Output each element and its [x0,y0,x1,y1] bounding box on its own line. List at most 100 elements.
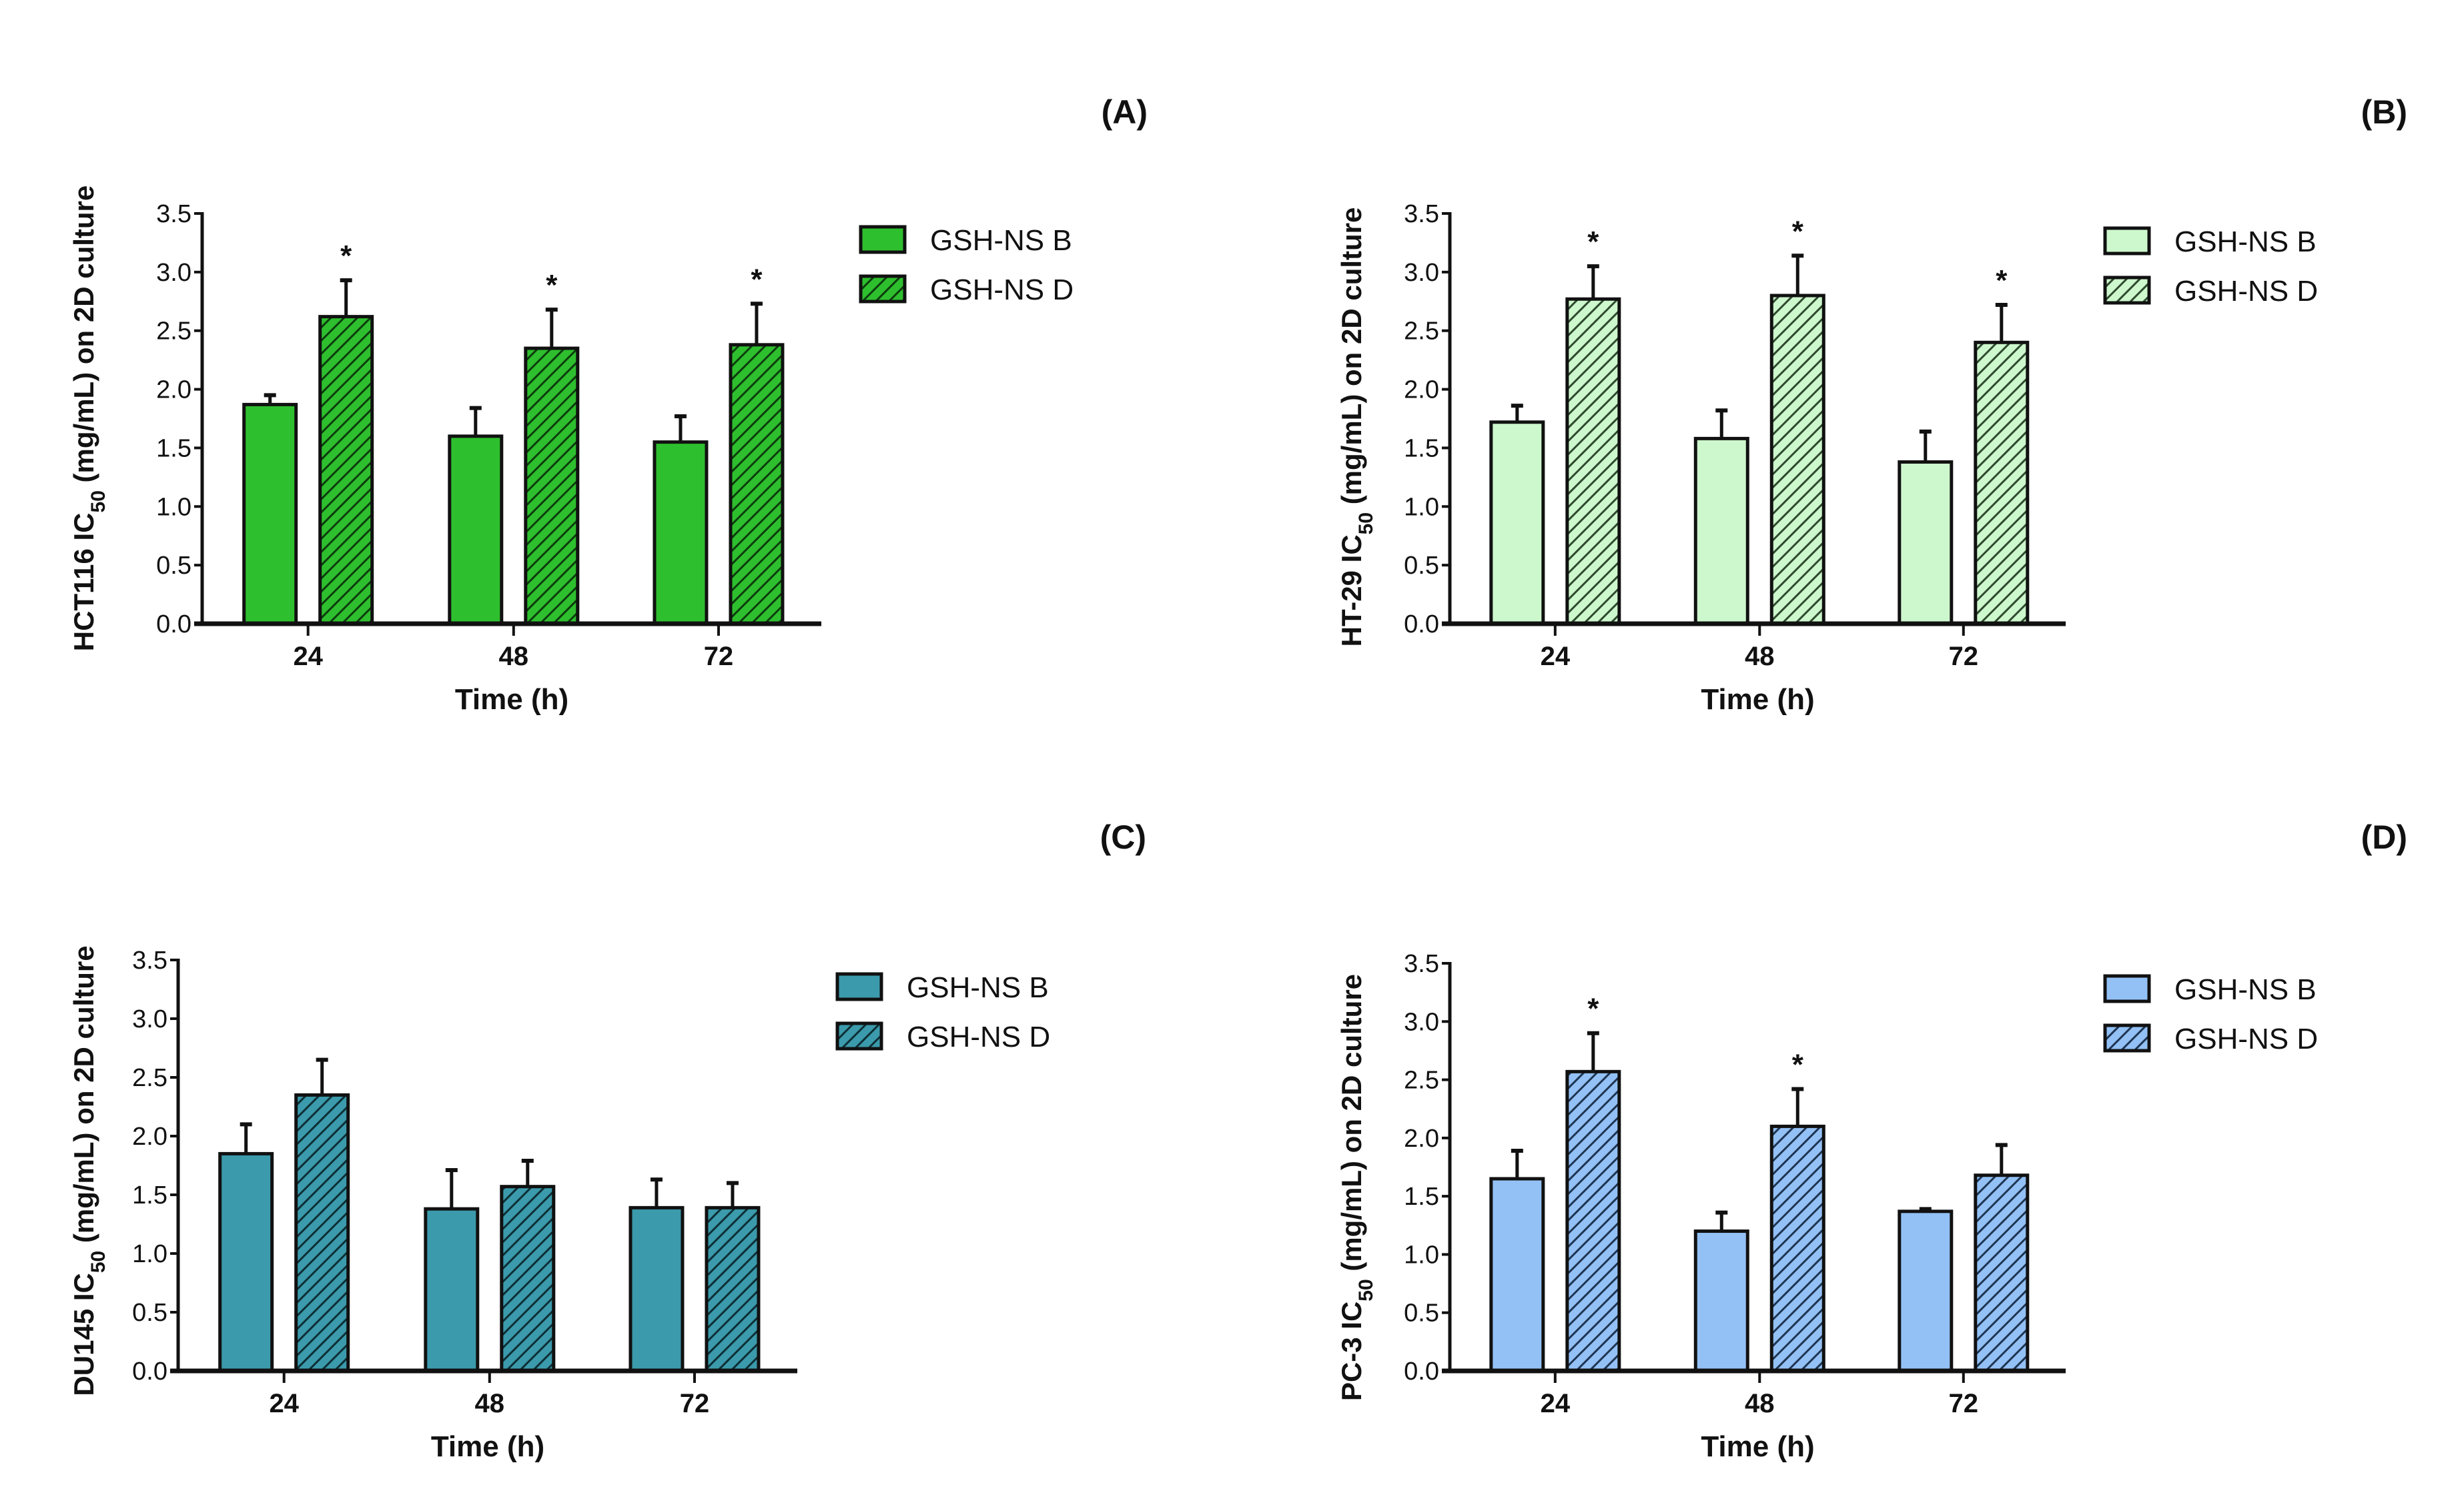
y-axis-label: DU145 IC50 (mg/mL) on 2D culture [68,945,109,1396]
legend-label: GSH-NS D [907,1021,1050,1053]
y-tick-label: 0.5 [132,1299,167,1327]
y-axis-label-prefix: DU145 IC [68,1273,99,1396]
y-axis-label-prefix: HT-29 IC [1336,534,1367,646]
chart-panel-a: (A) * * * 0.0 0.5 1.0 1.5 2.0 2.5 3.0 3.5 24 48 72 Time… [68,93,1148,716]
y-tick-label: 1.5 [156,434,191,462]
y-tick-label: 0.5 [156,552,191,580]
x-tick-label: 24 [1541,642,1571,671]
legend-label: GSH-NS B [2174,225,2317,258]
significance-star: * [340,239,352,272]
y-tick-label: 2.0 [132,1123,167,1151]
legend-swatch [835,1021,883,1051]
y-axis-label-suffix: (mg/mL) on 2D culture [68,185,99,490]
x-axis-label: Time (h) [1701,683,1814,716]
x-axis-label: Time (h) [455,683,568,716]
y-tick-label: 1.5 [1404,434,1439,462]
x-tick-label: 72 [1949,1389,1979,1418]
legend-swatch [2103,1023,2151,1053]
x-tick-label: 24 [1541,1389,1571,1418]
y-axis-label: HT-29 IC50 (mg/mL) on 2D culture [1336,207,1377,647]
bar-gsh-ns-b-72 [1898,460,1954,626]
y-tick-label: 3.0 [156,259,191,287]
bar-gsh-ns-b-48 [448,434,504,626]
legend-swatch [859,274,907,304]
y-axis-label: HCT116 IC50 (mg/mL) on 2D culture [68,185,109,651]
y-tick-label: 2.5 [1404,1067,1439,1095]
x-tick-label: 24 [293,642,323,671]
y-tick-label: 1.0 [132,1240,167,1268]
y-tick-label: 1.0 [156,493,191,521]
y-tick-label: 3.5 [1404,950,1439,978]
legend-swatch [835,972,883,1001]
legend-swatch [2103,226,2151,256]
legend-label: GSH-NS B [907,971,1049,1004]
bar-gsh-ns-d-24 [1565,297,1621,626]
x-tick-label: 72 [1949,642,1979,671]
y-axis-label: PC-3 IC50 (mg/mL) on 2D culture [1336,974,1377,1401]
y-tick-label: 0.0 [156,610,191,638]
y-tick-label: 0.0 [1404,610,1439,638]
bar-gsh-ns-d-24 [1565,1069,1621,1373]
y-axis-label-suffix: (mg/mL) on 2D culture [68,945,99,1250]
y-tick-label: 3.5 [156,200,191,228]
bar-gsh-ns-b-24 [1489,420,1545,626]
y-tick-label: 1.5 [1404,1183,1439,1211]
x-tick-label: 48 [1745,642,1775,671]
y-tick-label: 2.5 [1404,318,1439,346]
y-tick-label: 1.5 [132,1181,167,1209]
bar-gsh-ns-d-48 [500,1185,556,1373]
bar-gsh-ns-b-48 [424,1207,480,1373]
y-axis-label-prefix: HCT116 IC [68,512,99,651]
legend-swatch [2103,276,2151,305]
y-axis-label-subscript: 50 [87,1251,109,1273]
bar-gsh-ns-d-24 [318,315,374,626]
bar-gsh-ns-d-72 [705,1205,761,1373]
legend-label: GSH-NS D [930,274,1074,306]
y-tick-label: 1.0 [1404,493,1439,521]
y-axis-label-suffix: (mg/mL) on 2D culture [1336,207,1367,512]
legend-label: GSH-NS B [2174,973,2317,1006]
bar-gsh-ns-b-48 [1693,436,1749,626]
x-axis-label: Time (h) [1701,1430,1814,1463]
legend-label: GSH-NS B [930,224,1072,257]
bar-gsh-ns-b-72 [629,1205,685,1373]
bar-gsh-ns-d-48 [1769,294,1825,626]
x-tick-label: 48 [1745,1389,1775,1418]
bar-gsh-ns-b-24 [1489,1177,1545,1373]
bar-gsh-ns-d-72 [1974,1173,2030,1373]
y-axis-label-subscript: 50 [1355,512,1377,534]
x-tick-label: 72 [680,1389,710,1418]
chart-panel-d: (D) * * 0.0 0.5 1.0 1.5 2.0 2.5 3.0 3.5 24 48 72 Time … [1336,819,2407,1463]
bar-gsh-ns-d-72 [729,343,785,626]
y-tick-label: 2.5 [156,318,191,346]
y-tick-label: 3.5 [1404,200,1439,228]
legend: GSH-NS B GSH-NS D [2103,225,2318,308]
legend-swatch [859,225,907,254]
x-tick-label: 24 [269,1389,299,1418]
y-tick-label: 2.0 [1404,1125,1439,1153]
y-tick-label: 0.5 [1404,552,1439,580]
legend-label: GSH-NS D [2174,275,2318,308]
x-axis-label: Time (h) [431,1430,544,1463]
x-tick-label: 72 [704,642,734,671]
bar-gsh-ns-d-48 [1769,1124,1825,1373]
y-tick-label: 2.5 [132,1064,167,1092]
legend: GSH-NS B GSH-NS D [835,971,1050,1053]
y-tick-label: 1.0 [1404,1241,1439,1269]
y-tick-label: 2.0 [156,376,191,404]
significance-star: * [1587,993,1599,1025]
legend: GSH-NS B GSH-NS D [859,224,1074,306]
y-tick-label: 3.5 [132,947,167,975]
bar-gsh-ns-d-72 [1974,340,2030,626]
bar-gsh-ns-b-24 [242,402,298,626]
x-tick-label: 48 [499,642,529,671]
panel-label: (B) [2361,93,2407,131]
panel-label: (D) [2361,819,2407,856]
legend-swatch [2103,974,2151,1003]
bar-gsh-ns-b-72 [1898,1209,1954,1373]
legend: GSH-NS B GSH-NS D [2103,973,2318,1055]
y-axis-label-subscript: 50 [1355,1279,1377,1301]
y-tick-label: 0.0 [1404,1358,1439,1386]
y-axis-label-suffix: (mg/mL) on 2D culture [1336,974,1367,1279]
